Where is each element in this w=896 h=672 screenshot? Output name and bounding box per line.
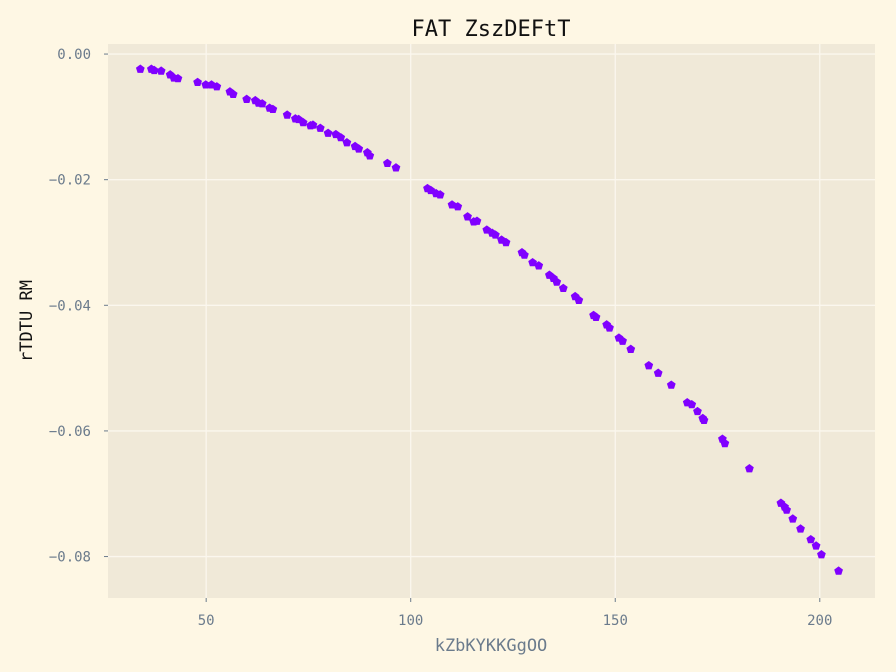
data-point xyxy=(201,80,211,89)
y-tick-label: −0.02 xyxy=(49,173,91,189)
y-tick-label: −0.06 xyxy=(49,424,91,440)
data-point xyxy=(626,344,636,353)
data-point xyxy=(796,524,805,533)
data-point xyxy=(336,132,346,142)
y-tick-label: −0.08 xyxy=(49,550,91,566)
data-point xyxy=(520,250,529,259)
data-point xyxy=(817,550,826,559)
chart-title: FAT ZszDEFtT xyxy=(412,17,571,42)
data-point xyxy=(282,110,292,119)
y-tick-label: 0.00 xyxy=(57,47,91,63)
data-point xyxy=(782,505,792,514)
axis-ticks: 50 100 150 200 0.00 −0.02 −0.04 −0.06 −0.08 xyxy=(49,47,833,629)
grid-lines xyxy=(108,44,875,598)
data-point xyxy=(315,123,325,132)
y-axis-title: rTDTU RM xyxy=(17,280,37,362)
data-point xyxy=(354,144,364,153)
data-point xyxy=(806,534,816,544)
data-point xyxy=(693,406,702,416)
data-point xyxy=(342,138,352,147)
data-point xyxy=(699,415,709,424)
data-point xyxy=(453,202,463,211)
data-point xyxy=(257,99,267,108)
data-point xyxy=(534,261,544,270)
data-point xyxy=(435,190,445,199)
data-point xyxy=(605,323,614,332)
data-point xyxy=(228,89,238,98)
data-point xyxy=(788,514,798,523)
x-tick-label: 200 xyxy=(807,613,832,629)
data-point xyxy=(391,163,401,172)
x-tick-label: 100 xyxy=(398,613,423,629)
data-point xyxy=(472,216,482,225)
data-point xyxy=(463,212,472,221)
data-points xyxy=(135,64,843,575)
data-point xyxy=(501,237,511,247)
data-point xyxy=(173,73,183,83)
data-point xyxy=(268,104,278,114)
data-point xyxy=(745,464,754,473)
x-tick-label: 150 xyxy=(603,613,628,629)
data-point xyxy=(666,380,676,389)
y-tick-label: −0.04 xyxy=(49,298,91,314)
data-point xyxy=(653,368,663,377)
data-point xyxy=(298,117,308,127)
data-point xyxy=(212,82,222,91)
data-point xyxy=(323,128,333,137)
data-point xyxy=(156,66,166,75)
data-point xyxy=(149,65,159,75)
data-point xyxy=(491,230,500,239)
x-axis-title: kZbKYKKGgOO xyxy=(435,636,548,656)
data-point xyxy=(574,295,584,304)
data-point xyxy=(811,541,821,550)
data-point xyxy=(383,158,392,168)
data-point xyxy=(558,283,568,293)
data-point xyxy=(242,94,252,103)
data-point xyxy=(308,120,318,129)
data-point xyxy=(618,336,627,345)
data-point xyxy=(720,438,730,448)
x-tick-label: 50 xyxy=(198,613,215,629)
data-point xyxy=(365,151,375,160)
data-point xyxy=(687,399,697,409)
data-point xyxy=(591,312,601,321)
data-point xyxy=(552,277,562,286)
plot-area xyxy=(108,44,875,598)
data-point xyxy=(644,361,654,370)
data-point xyxy=(135,64,145,73)
data-point xyxy=(834,566,843,575)
data-point xyxy=(193,77,202,87)
